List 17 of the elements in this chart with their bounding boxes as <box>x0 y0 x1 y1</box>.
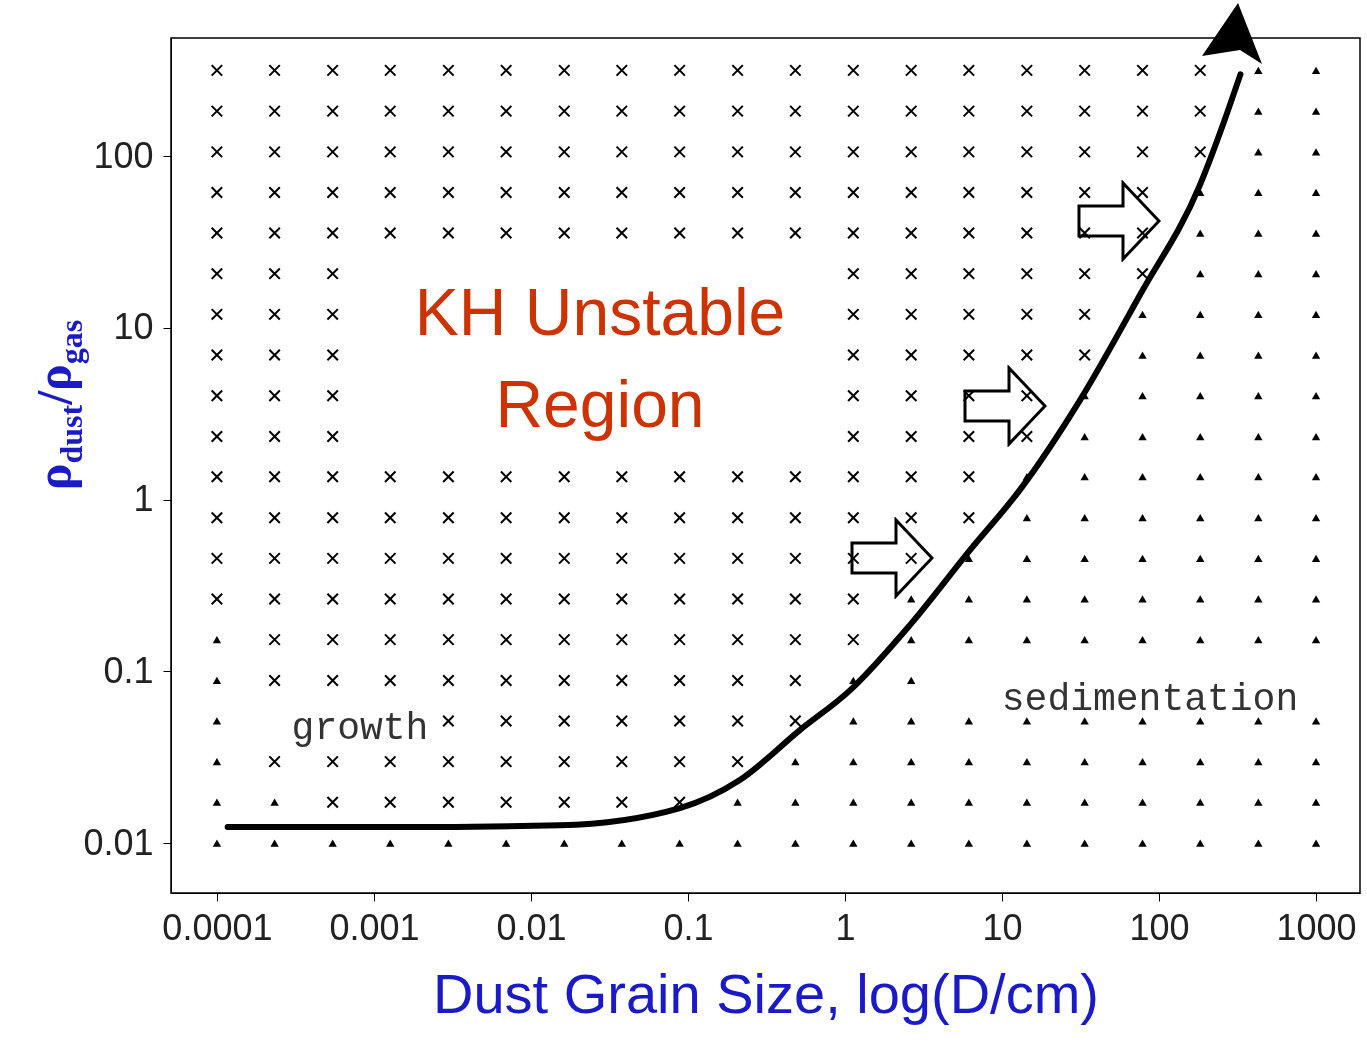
y-tick-label: 0.1 <box>103 649 154 691</box>
annotation: growth <box>291 707 429 750</box>
x-tick-label: 0.0001 <box>162 906 273 948</box>
x-tick-label: 100 <box>1129 906 1190 948</box>
x-tick-label: 0.01 <box>496 906 567 948</box>
x-tick-label: 1 <box>835 906 856 948</box>
annotation: sedimentation <box>1001 678 1299 721</box>
x-tick-label: 0.001 <box>329 906 420 948</box>
annotation: KH Unstable Region <box>414 274 786 443</box>
x-tick-label: 10 <box>982 906 1023 948</box>
y-tick-label: 0.01 <box>83 821 154 863</box>
x-axis-title: Dust Grain Size, log(D/cm) <box>433 961 1099 1025</box>
y-tick-label: 10 <box>113 306 154 348</box>
x-tick-label: 0.1 <box>663 906 714 948</box>
y-tick-label: 1 <box>133 478 154 520</box>
x-tick-label: 1000 <box>1276 906 1357 948</box>
y-tick-label: 100 <box>93 134 154 176</box>
